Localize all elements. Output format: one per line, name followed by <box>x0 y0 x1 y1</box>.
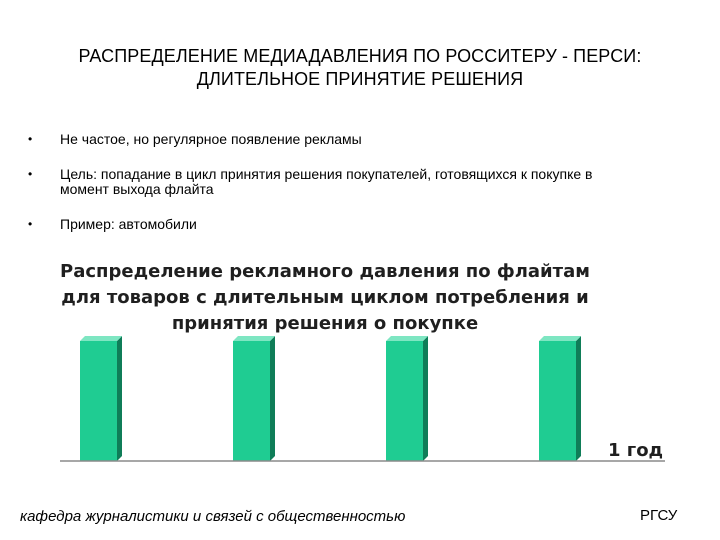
slide-title-line-2: ДЛИТЕЛЬНОЕ ПРИНЯТИЕ РЕШЕНИЯ <box>196 69 524 89</box>
flight-bar <box>539 336 581 461</box>
bullet-list: • Не частое, но регулярное появление рек… <box>28 132 688 252</box>
slide-title-line-1: РАСПРЕДЕЛЕНИЕ МЕДИАДАВЛЕНИЯ ПО РОССИТЕРУ… <box>78 46 642 66</box>
footer-university: РГСУ <box>640 507 678 524</box>
bullet-marker: • <box>28 167 33 181</box>
slide-title: РАСПРЕДЕЛЕНИЕ МЕДИАДАВЛЕНИЯ ПО РОССИТЕРУ… <box>20 45 700 91</box>
chart-title-line-2: для товаров с длительным циклом потребле… <box>61 287 589 308</box>
bullet-marker: • <box>28 217 33 231</box>
chart-title-line-3: принятия решения о покупке <box>171 313 479 334</box>
chart-title: Распределение рекламного давления по фла… <box>40 259 610 337</box>
flight-bar <box>80 336 122 461</box>
footer-department: кафедра журналистики и связей с обществе… <box>20 508 406 525</box>
bullet-item: • Не частое, но регулярное появление рек… <box>28 132 688 147</box>
bullet-item: • Цель: попадание в цикл принятия решени… <box>28 167 688 197</box>
flight-bar <box>386 336 428 461</box>
period-label: 1 год <box>608 440 664 461</box>
bullet-item: • Пример: автомобили <box>28 217 688 232</box>
flight-bar <box>233 336 275 461</box>
chart-title-line-1: Распределение рекламного давления по фла… <box>60 261 590 282</box>
bullet-text-continued: момент выхода флайта <box>60 181 214 197</box>
bullet-marker: • <box>28 132 33 146</box>
bullet-text: Пример: автомобили <box>60 216 197 232</box>
bullet-text: Не частое, но регулярное появление рекла… <box>60 131 362 147</box>
bullet-text: Цель: попадание в цикл принятия решения … <box>60 166 593 182</box>
